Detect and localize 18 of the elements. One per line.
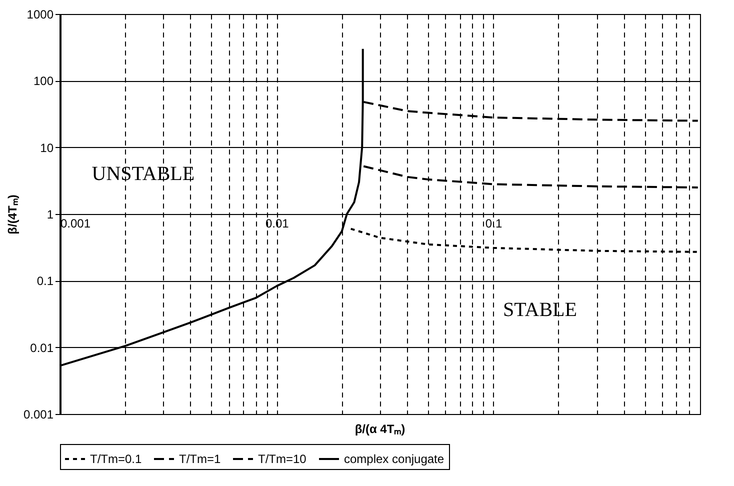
legend-label: T/Tm=10	[258, 452, 307, 466]
y-tick-label: 0.01	[30, 340, 54, 355]
x-tick-label: 0.001	[60, 216, 91, 230]
y-axis-title: β/(4Tₘ)	[5, 194, 20, 234]
legend-label: T/Tm=0.1	[90, 452, 142, 466]
y-tick-label: 10	[40, 140, 54, 155]
x-tick-label: 0.1	[485, 216, 502, 230]
y-tick-label: 1000	[26, 8, 54, 22]
legend-label: T/Tm=1	[179, 452, 221, 466]
y-tick-label: 100	[33, 74, 54, 88]
y-tick-label: 0.001	[23, 408, 54, 422]
annotation: UNSTABLE	[92, 163, 195, 185]
x-tick-label: 0.01	[265, 216, 290, 230]
y-tick-label: 1	[46, 208, 54, 222]
x-axis-title: β/(α 4Tₘ)	[354, 422, 406, 436]
y-tick-label: 0.1	[36, 274, 54, 288]
annotation: STABLE	[503, 299, 577, 321]
legend-label: complex conjugate	[344, 452, 444, 466]
